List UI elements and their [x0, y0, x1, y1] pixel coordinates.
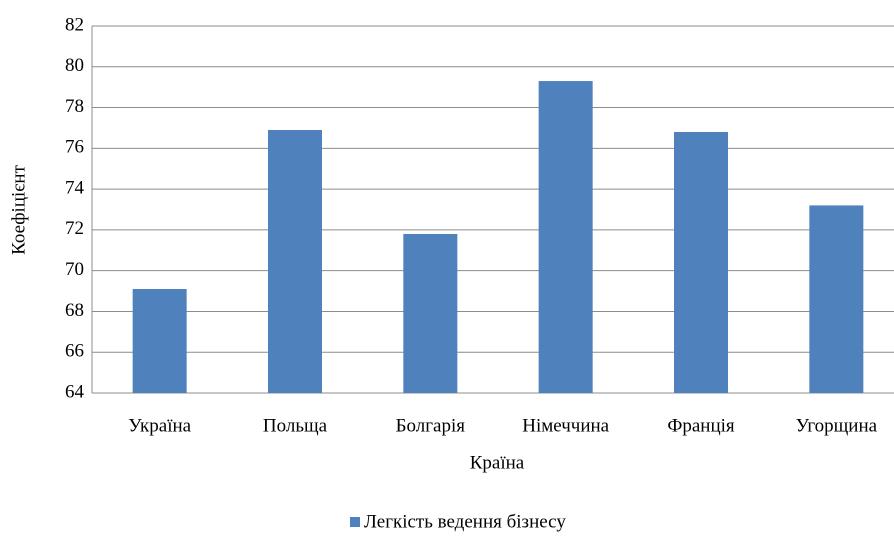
- y-tick-label: 76: [65, 137, 84, 158]
- y-tick-label: 82: [65, 14, 84, 35]
- y-tick-label: 66: [65, 341, 84, 362]
- y-tick-label: 74: [65, 177, 85, 198]
- bar: [674, 132, 728, 393]
- x-tick-label: Франція: [667, 415, 735, 436]
- legend-swatch: [350, 517, 360, 527]
- y-tick-label: 64: [65, 381, 85, 402]
- x-tick-label: Угорщина: [796, 415, 878, 436]
- bar: [132, 289, 187, 393]
- legend-label: Легкість ведення бізнесу: [364, 511, 566, 532]
- x-axis-title: Країна: [470, 452, 525, 473]
- bar: [403, 233, 458, 393]
- y-tick-label: 70: [65, 259, 84, 280]
- x-tick-label: Польща: [263, 415, 328, 436]
- y-axis-title: Коефіцієнт: [8, 164, 29, 254]
- bar: [809, 205, 864, 393]
- y-tick-label: 72: [65, 218, 84, 239]
- y-tick-label: 80: [65, 55, 84, 76]
- x-tick-label: Болгарія: [396, 415, 466, 436]
- x-tick-label: Німеччина: [522, 415, 609, 436]
- bar: [268, 129, 322, 393]
- y-tick-label: 78: [65, 96, 84, 117]
- y-tick-label: 68: [65, 300, 84, 321]
- x-tick-label: Україна: [128, 415, 191, 436]
- bar: [538, 81, 593, 394]
